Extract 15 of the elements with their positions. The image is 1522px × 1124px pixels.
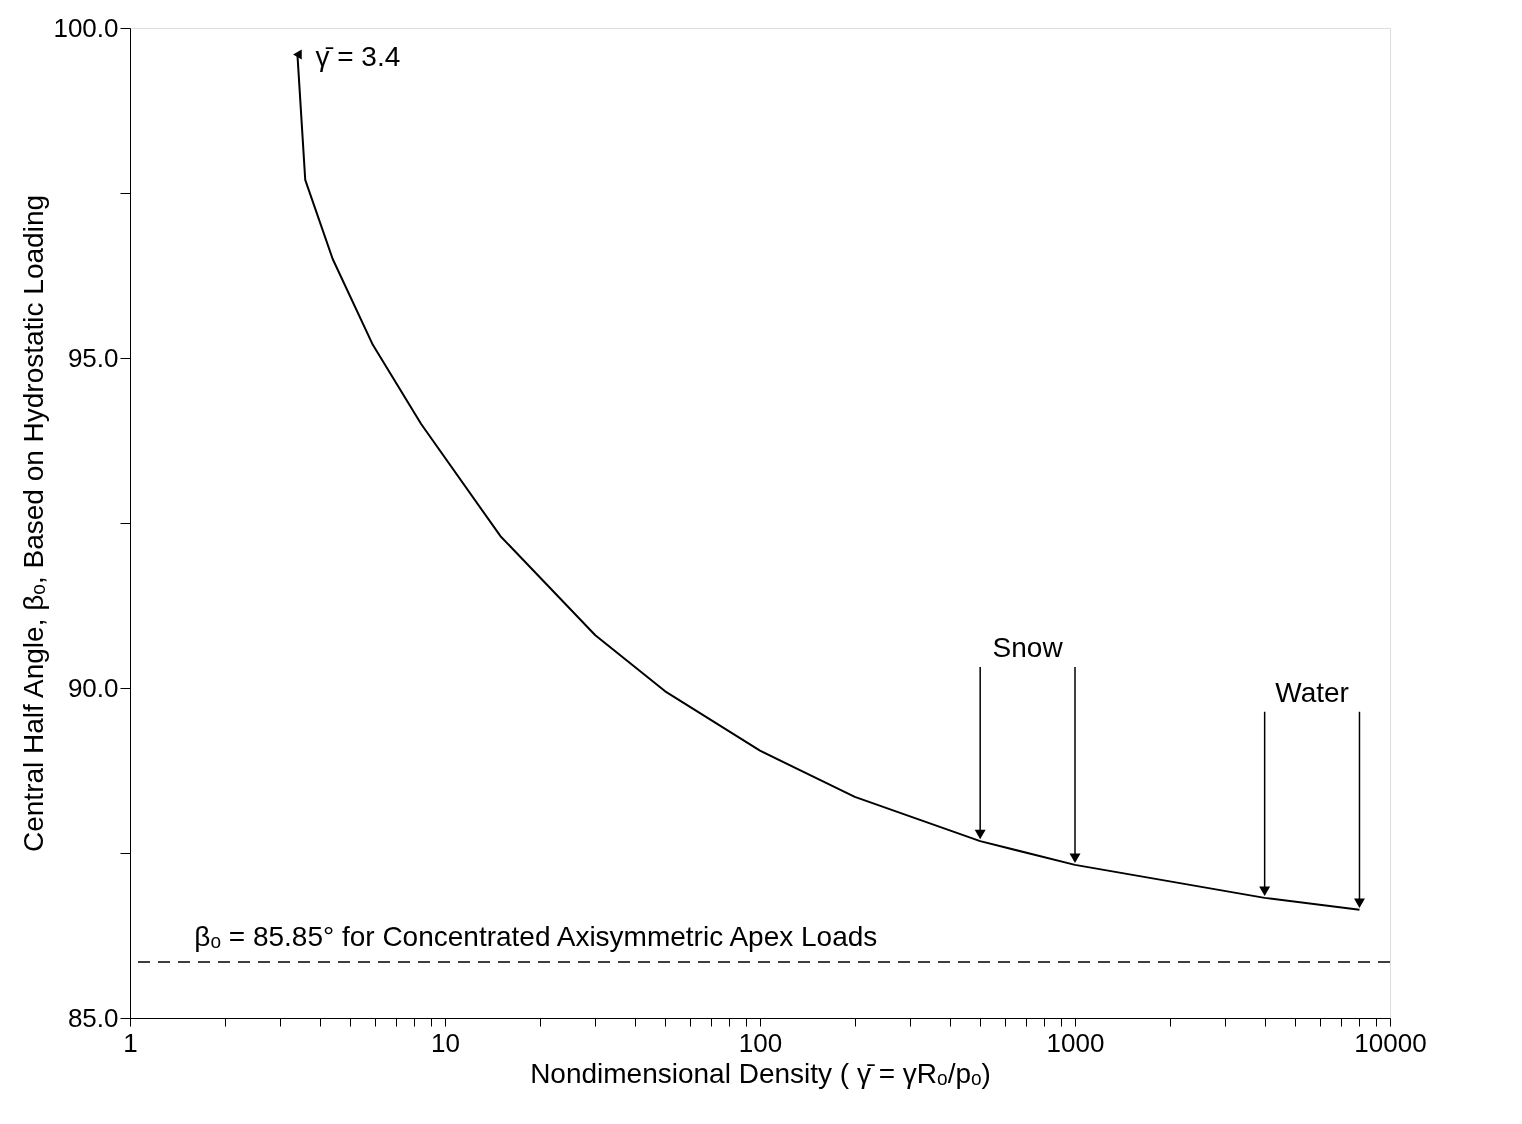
y-axis-title: Central Half Angle, βₒ, Based on Hydrostatic Loading: [18, 194, 50, 853]
annotation: Water: [1275, 676, 1349, 708]
y-tick-label: 95.0: [67, 342, 119, 373]
x-tick-label: 100: [738, 1027, 783, 1058]
y-tick-label: 100.0: [53, 12, 119, 43]
x-tick-label: 10000: [1354, 1027, 1427, 1058]
annotation: Snow: [992, 631, 1064, 663]
x-tick-label: 1000: [1046, 1027, 1105, 1058]
y-tick-label: 85.0: [67, 1002, 119, 1033]
x-tick-label: 10: [431, 1027, 460, 1058]
annotation: γ̄ = 3.4: [315, 41, 401, 73]
x-tick-label: 1: [123, 1027, 138, 1058]
x-axis-title: Nondimensional Density ( γ̄ = γRₒ/pₒ): [530, 1057, 991, 1089]
y-tick-label: 90.0: [67, 672, 119, 703]
ref-line-label: βₒ = 85.85° for Concentrated Axisymmetric Apex Loads: [194, 920, 878, 952]
